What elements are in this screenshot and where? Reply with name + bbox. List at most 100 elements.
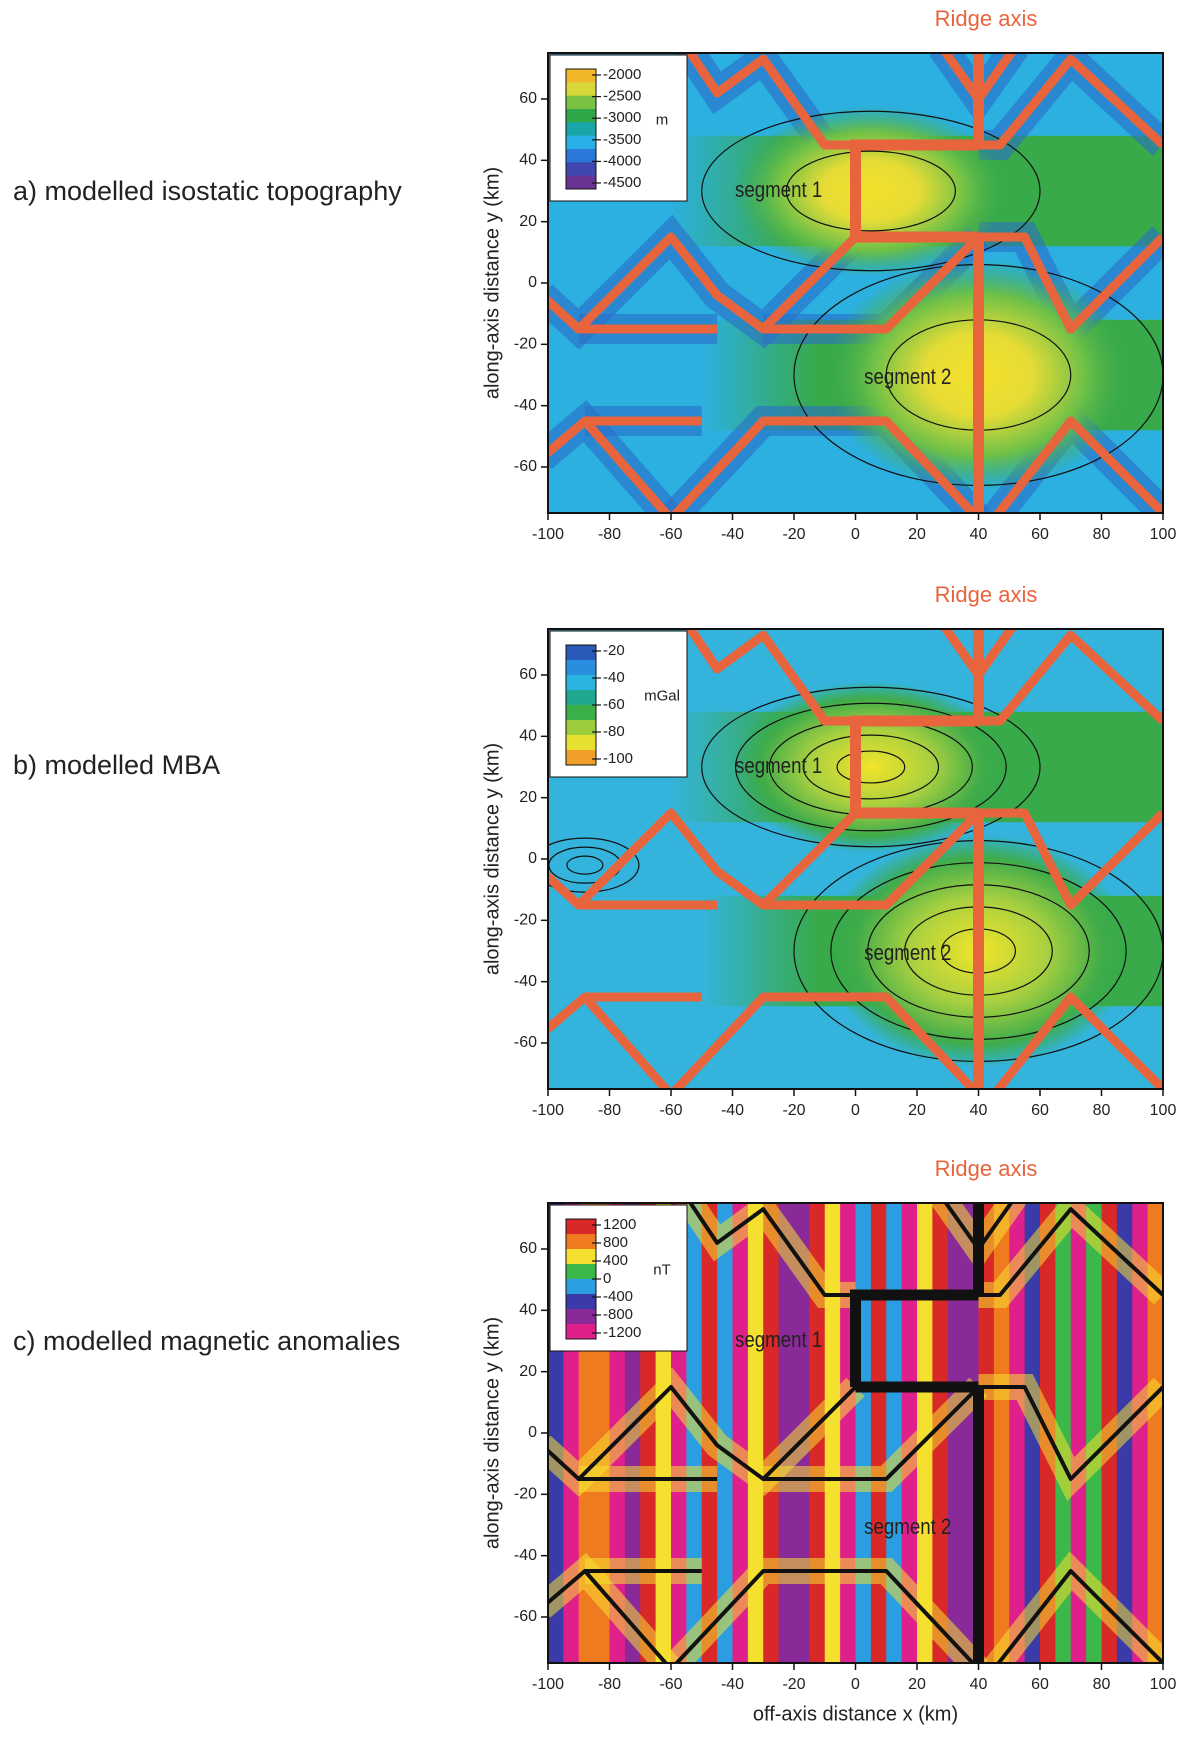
pseudofault xyxy=(763,809,982,910)
colorbar-unit: nT xyxy=(653,1262,671,1279)
colorbar-tick-label: 800 xyxy=(603,1234,628,1251)
pseudofault xyxy=(992,992,1163,1089)
pseudofault xyxy=(996,1569,1163,1663)
field xyxy=(548,53,1163,513)
panel-label: c) modelled magnetic anomalies xyxy=(13,1326,400,1356)
x-tick-label: -100 xyxy=(532,1102,564,1119)
field-shading xyxy=(1055,1203,1072,1663)
ridge xyxy=(850,139,979,237)
y-axis-label: along-axis distance y (km) xyxy=(481,1317,503,1549)
x-tick-label: 80 xyxy=(1093,526,1111,543)
ridge-axis-label: Ridge axis xyxy=(935,6,1038,31)
colorbar-tick-label: -40 xyxy=(603,669,625,686)
colorbar-tick-label: -80 xyxy=(603,723,625,740)
x-tick-label: 80 xyxy=(1093,1676,1111,1693)
colorbar-tick-label: 400 xyxy=(603,1252,628,1269)
colorbar-swatch xyxy=(566,149,596,163)
x-tick-label: 20 xyxy=(908,1102,926,1119)
colorbar-swatch xyxy=(566,750,596,766)
x-tick-label: 100 xyxy=(1150,526,1177,543)
x-tick-label: -60 xyxy=(659,526,682,543)
pseudofault xyxy=(670,416,979,513)
y-tick-label: -20 xyxy=(514,336,537,353)
x-tick-label: -60 xyxy=(659,1676,682,1693)
field-shading xyxy=(1132,1203,1149,1663)
colorbar-swatch xyxy=(566,675,596,691)
colorbar-swatch xyxy=(566,1294,596,1310)
x-tick-label: 0 xyxy=(851,1102,860,1119)
y-tick-label: 40 xyxy=(519,728,537,745)
colorbar-swatch xyxy=(566,660,596,676)
panel: b) modelled MBA Ridge axis segment 1 segmen… xyxy=(13,582,1176,1119)
y-tick-label: 40 xyxy=(519,1302,537,1319)
y-tick-label: -60 xyxy=(514,1608,537,1625)
y-tick-label: 20 xyxy=(519,1363,537,1380)
colorbar-unit: m xyxy=(656,112,669,129)
x-tick-label: 100 xyxy=(1150,1676,1177,1693)
ridge-axis-label: Ridge axis xyxy=(935,582,1038,607)
colorbar-swatch xyxy=(566,1279,596,1295)
y-tick-label: -20 xyxy=(514,912,537,929)
y-tick-label: 20 xyxy=(519,789,537,806)
field-shading xyxy=(1086,1203,1103,1663)
y-axis-label: along-axis distance y (km) xyxy=(481,167,503,399)
y-tick-label: 40 xyxy=(519,152,537,169)
colorbar-swatch xyxy=(566,175,596,190)
panel: c) modelled magnetic anomalies Ridge axis… xyxy=(13,1156,1176,1725)
colorbar-unit: mGal xyxy=(644,688,680,705)
field-shading xyxy=(901,1203,918,1663)
contour xyxy=(836,750,906,784)
colorbar-tick-label: -3500 xyxy=(603,131,641,148)
colorbar-swatch xyxy=(566,1219,596,1235)
colorbar-swatch xyxy=(566,1234,596,1250)
colorbar-swatch xyxy=(566,645,596,661)
x-tick-label: -100 xyxy=(532,1676,564,1693)
pseudofault xyxy=(978,1385,1163,1481)
x-tick-label: -80 xyxy=(598,526,621,543)
x-tick-label: 80 xyxy=(1093,1102,1111,1119)
y-tick-label: 0 xyxy=(528,850,537,867)
pseudofault xyxy=(685,629,856,726)
x-tick-label: -60 xyxy=(659,1102,682,1119)
colorbar-swatch xyxy=(566,135,596,150)
panel-label: a) modelled isostatic topography xyxy=(13,176,402,206)
x-tick-label: 60 xyxy=(1031,526,1049,543)
x-axis-label: off-axis distance x (km) xyxy=(753,1703,958,1725)
pseudofault xyxy=(548,1385,857,1481)
field-shading xyxy=(717,1203,734,1663)
x-tick-label: -40 xyxy=(721,1676,744,1693)
pseudofault xyxy=(548,232,859,334)
field-shading xyxy=(1070,1203,1088,1663)
ridge xyxy=(850,715,979,813)
colorbar-tick-label: -2000 xyxy=(603,66,641,83)
segment-label: segment 2 xyxy=(864,942,951,966)
contour xyxy=(802,734,940,800)
colorbar-swatch xyxy=(566,1249,596,1265)
pseudofault xyxy=(978,808,1163,910)
field-shading xyxy=(1024,1203,1041,1663)
pseudofault xyxy=(674,1569,976,1663)
contour xyxy=(701,686,1041,848)
colorbar-swatch xyxy=(566,109,596,123)
field-shading xyxy=(778,1203,795,1663)
pseudofault xyxy=(978,1207,1163,1297)
field-shading xyxy=(747,1203,765,1663)
pseudofault xyxy=(978,232,1163,334)
x-tick-label: 100 xyxy=(1150,1102,1177,1119)
x-tick-label: 40 xyxy=(970,526,988,543)
pseudofault xyxy=(978,54,1163,150)
colorbar-swatch xyxy=(566,122,596,137)
ridge-axis-label: Ridge axis xyxy=(935,1156,1038,1181)
y-tick-label: 60 xyxy=(519,1240,537,1257)
pseudofault xyxy=(670,992,979,1089)
field-shading xyxy=(763,1203,780,1663)
colorbar-swatch xyxy=(566,690,596,706)
field-shading xyxy=(1147,1203,1163,1663)
pseudofault xyxy=(688,1203,856,1297)
colorbar-tick-label: 1200 xyxy=(603,1216,636,1233)
pseudofault xyxy=(548,808,859,910)
colorbar-frame xyxy=(565,68,597,190)
field-shading xyxy=(1009,1203,1026,1663)
colorbar-tick-label: -4000 xyxy=(603,152,641,169)
